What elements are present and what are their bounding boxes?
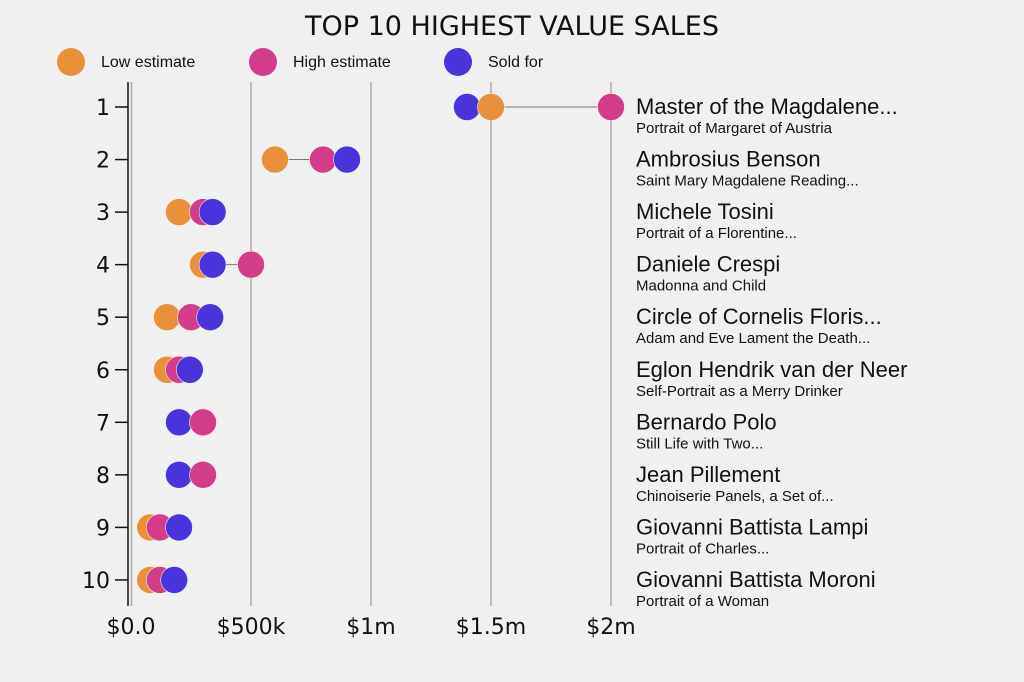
dot-sold: [453, 93, 481, 121]
dot-sold: [165, 408, 193, 437]
dot-sold: [333, 145, 361, 174]
dot-sold: [198, 250, 227, 279]
dot-sold: [165, 461, 193, 489]
rank-label: 9: [96, 516, 110, 541]
rank-label: 4: [96, 254, 110, 279]
dot-sold: [176, 355, 204, 384]
artist-label: Master of the Magdalene...: [636, 94, 898, 119]
artist-label: Michele Tosini: [636, 199, 774, 224]
work-label: Still Life with Two...: [636, 435, 763, 452]
x-tick-label: $0.0: [107, 615, 156, 640]
dot-low: [153, 303, 181, 332]
dot-high: [309, 145, 337, 174]
rank-label: 2: [96, 149, 110, 174]
artist-label: Ambrosius Benson: [636, 147, 821, 172]
work-label: Madonna and Child: [636, 278, 766, 295]
axes: $0.0 $500k $1m $1.5m $2m: [107, 82, 636, 640]
rank-label: 8: [96, 464, 110, 489]
dot-sold: [165, 513, 193, 542]
artist-label: Circle of Cornelis Floris...: [636, 304, 882, 329]
rank-label: 6: [96, 359, 110, 384]
row-6: 6 Eglon Hendrik van der NeerSelf-Portrait…: [96, 355, 907, 400]
row-1: 1 Master of the Magdalene...Portrait of M…: [96, 93, 898, 137]
work-label: Adam and Eve Lament the Death...: [636, 330, 870, 347]
rank-label: 5: [96, 306, 110, 331]
rows: 1 Master of the Magdalene...Portrait of M…: [82, 93, 907, 610]
legend: Low estimate High estimate Sold for: [57, 48, 544, 76]
legend-label-low: Low estimate: [101, 54, 195, 71]
work-label: Saint Mary Magdalene Reading...: [636, 173, 859, 190]
dot-high: [189, 461, 217, 489]
dot-sold: [196, 303, 224, 332]
artist-label: Eglon Hendrik van der Neer: [636, 357, 907, 382]
dot-low: [165, 198, 193, 226]
artist-label: Daniele Crespi: [636, 252, 780, 277]
x-tick-label: $2m: [586, 615, 635, 640]
x-tick-label: $1m: [346, 615, 395, 640]
artist-label: Giovanni Battista Lampi: [636, 514, 868, 539]
work-label: Chinoiserie Panels, a Set of...: [636, 488, 834, 505]
rank-label: 10: [82, 569, 110, 594]
work-label: Portrait of a Woman: [636, 593, 769, 610]
dot-high: [189, 408, 217, 437]
legend-label-sold: Sold for: [488, 54, 544, 71]
legend-marker-high: [249, 48, 277, 76]
dot-low: [477, 93, 505, 121]
dot-high: [597, 93, 625, 121]
legend-label-high: High estimate: [293, 54, 391, 71]
legend-marker-low: [57, 48, 85, 76]
x-tick-label: $1.5m: [456, 615, 526, 640]
artist-label: Bernardo Polo: [636, 409, 777, 434]
rank-label: 1: [96, 96, 110, 121]
work-label: Portrait of a Florentine...: [636, 225, 797, 242]
rank-label: 3: [96, 201, 110, 226]
work-label: Self-Portrait as a Merry Drinker: [636, 383, 843, 400]
dot-sold: [198, 198, 227, 226]
dot-high: [237, 250, 265, 279]
dot-low: [261, 145, 289, 174]
x-tick-label: $500k: [217, 615, 286, 640]
legend-marker-sold: [444, 48, 472, 76]
dot-sold: [160, 566, 188, 594]
work-label: Portrait of Charles...: [636, 540, 769, 557]
gridlines: [250, 82, 612, 606]
row-5: 5 Circle of Cornelis Floris...Adam and Ev…: [96, 303, 882, 347]
artist-label: Giovanni Battista Moroni: [636, 567, 876, 592]
chart-title: TOP 10 HIGHEST VALUE SALES: [304, 11, 719, 42]
work-label: Portrait of Margaret of Austria: [636, 120, 833, 137]
artist-label: Jean Pillement: [636, 462, 780, 487]
rank-label: 7: [96, 411, 110, 436]
